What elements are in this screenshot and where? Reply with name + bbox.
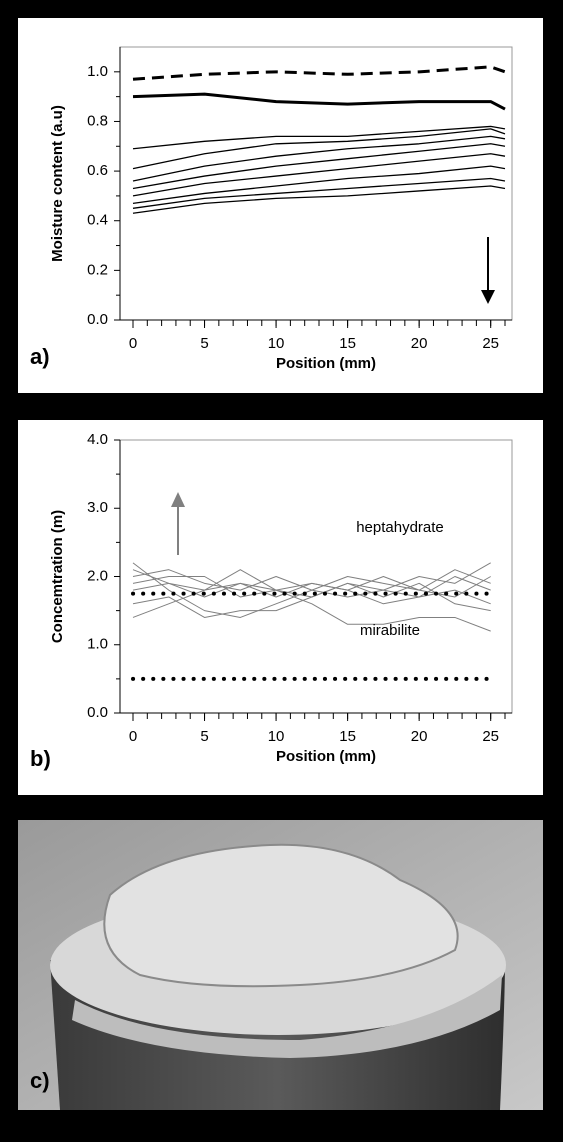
x-tick-label: 5 [200, 335, 208, 352]
y-tick-label: 3.0 [87, 499, 108, 516]
annotation: mirabilite [360, 622, 420, 639]
series-line [132, 185, 506, 214]
arrow-head [171, 492, 185, 507]
x-tick-label: 15 [339, 335, 356, 352]
x-tick-label: 25 [482, 335, 499, 352]
series-line [132, 92, 506, 111]
panel-a [18, 18, 543, 393]
y-tick-label: 2.0 [87, 567, 108, 584]
y-tick-label: 4.0 [87, 431, 108, 448]
x-tick-label: 20 [411, 728, 428, 745]
x-tick-label: 0 [129, 728, 137, 745]
series-line [132, 65, 506, 81]
series-line [132, 177, 506, 209]
y-tick-label: 0.4 [87, 212, 108, 229]
panel-label: c) [30, 1068, 50, 1093]
arrow-head [481, 290, 495, 304]
y-tick-label: 1.0 [87, 636, 108, 653]
x-tick-label: 25 [482, 728, 499, 745]
panel-label: b) [30, 746, 51, 771]
series-line [132, 582, 491, 618]
x-axis-label: Position (mm) [276, 355, 376, 372]
series-line [132, 576, 491, 632]
series-line [132, 143, 506, 190]
photo [18, 820, 543, 1110]
crust-edge [72, 975, 502, 1058]
x-tick-label: 20 [411, 335, 428, 352]
y-tick-label: 0.2 [87, 261, 108, 278]
series-line [132, 165, 506, 204]
x-tick-label: 0 [129, 335, 137, 352]
x-tick-label: 10 [268, 728, 285, 745]
y-tick-label: 0.8 [87, 112, 108, 129]
series-line [132, 128, 506, 170]
annotation: heptahydrate [356, 519, 444, 536]
y-tick-label: 1.0 [87, 63, 108, 80]
x-tick-label: 15 [339, 728, 356, 745]
y-axis-label: Concemtration (m) [49, 510, 66, 643]
crust-flake [103, 843, 459, 988]
x-tick-label: 5 [200, 728, 208, 745]
y-tick-label: 0.0 [87, 704, 108, 721]
series-line [132, 153, 506, 197]
y-tick-label: 0.6 [87, 162, 108, 179]
y-axis-label: Moisture content (a.u) [49, 105, 66, 262]
series-line [132, 135, 506, 182]
y-tick-label: 0.0 [87, 311, 108, 328]
panel-b [18, 420, 543, 795]
series-line [132, 125, 506, 150]
x-tick-label: 10 [268, 335, 285, 352]
series-line [132, 569, 491, 591]
panel-label: a) [30, 344, 50, 369]
x-axis-label: Position (mm) [276, 748, 376, 765]
